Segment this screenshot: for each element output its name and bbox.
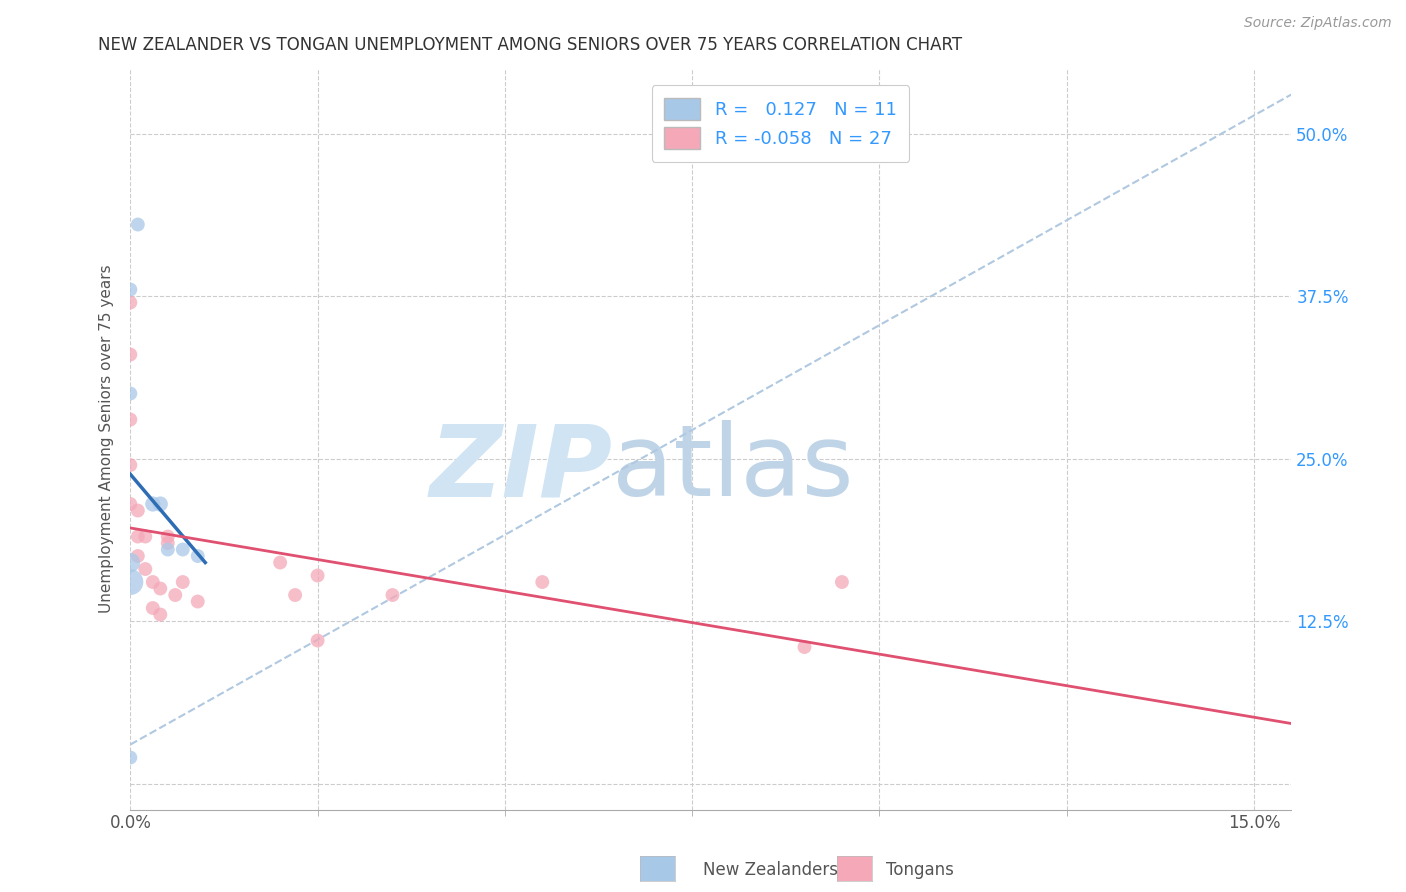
- Y-axis label: Unemployment Among Seniors over 75 years: Unemployment Among Seniors over 75 years: [100, 265, 114, 614]
- Point: [127, 529, 149, 543]
- Point: [120, 386, 142, 401]
- Point: [120, 556, 142, 570]
- Point: [120, 750, 142, 764]
- Point: [134, 562, 156, 576]
- Point: [127, 218, 149, 232]
- Point: [120, 412, 142, 426]
- Point: [307, 568, 329, 582]
- Point: [269, 556, 291, 570]
- Point: [120, 458, 142, 472]
- Point: [172, 575, 194, 590]
- Point: [149, 607, 172, 622]
- Point: [156, 536, 179, 550]
- Point: [142, 497, 165, 511]
- Point: [156, 542, 179, 557]
- Point: [149, 497, 172, 511]
- Text: atlas: atlas: [612, 420, 853, 517]
- Point: [307, 633, 329, 648]
- Point: [156, 529, 179, 543]
- Point: [120, 497, 142, 511]
- Point: [531, 575, 554, 590]
- Point: [831, 575, 853, 590]
- Legend: R =   0.127   N = 11, R = -0.058   N = 27: R = 0.127 N = 11, R = -0.058 N = 27: [651, 85, 910, 161]
- Point: [134, 529, 156, 543]
- Point: [793, 640, 815, 654]
- Text: ZIP: ZIP: [429, 420, 612, 517]
- Point: [142, 601, 165, 615]
- Point: [172, 542, 194, 557]
- Point: [120, 295, 142, 310]
- Point: [165, 588, 187, 602]
- Text: Tongans: Tongans: [886, 861, 953, 879]
- Point: [149, 582, 172, 596]
- Point: [120, 575, 142, 590]
- Point: [127, 549, 149, 563]
- Point: [120, 283, 142, 297]
- Text: Source: ZipAtlas.com: Source: ZipAtlas.com: [1244, 16, 1392, 29]
- Point: [142, 575, 165, 590]
- Point: [284, 588, 307, 602]
- Point: [187, 594, 209, 608]
- Point: [127, 503, 149, 517]
- Point: [187, 549, 209, 563]
- Text: NEW ZEALANDER VS TONGAN UNEMPLOYMENT AMONG SENIORS OVER 75 YEARS CORRELATION CHA: NEW ZEALANDER VS TONGAN UNEMPLOYMENT AMO…: [98, 36, 963, 54]
- Point: [120, 347, 142, 361]
- Point: [381, 588, 404, 602]
- Text: New Zealanders: New Zealanders: [703, 861, 838, 879]
